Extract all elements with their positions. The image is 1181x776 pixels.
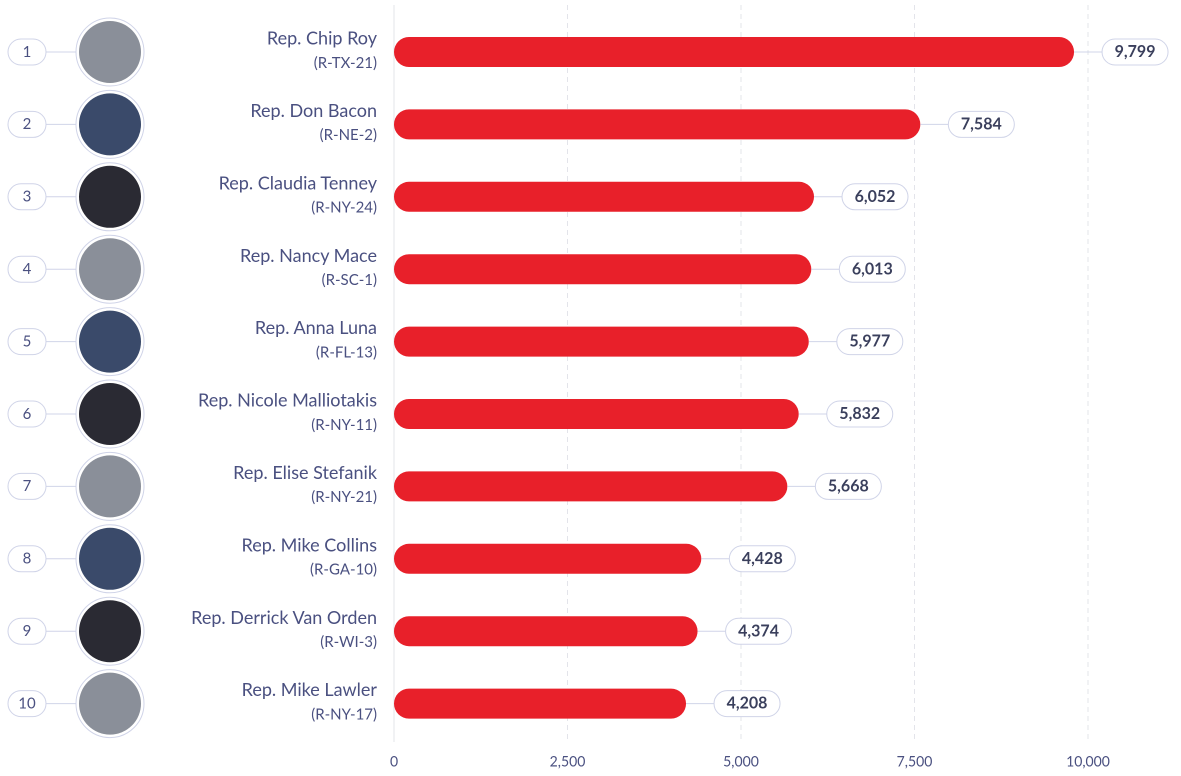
name: Rep. Mike Lawler [242,678,378,700]
rank: 4 [23,260,32,278]
district: (R-FL-13) [316,343,377,361]
district: (R-NE-2) [320,126,377,144]
district: (R-TX-21) [314,54,377,72]
district: (R-GA-10) [310,561,377,579]
value-label: 7,584 [961,115,1002,134]
value-label: 5,668 [828,477,869,496]
value-label: 6,052 [855,187,896,206]
rank: 1 [23,43,32,61]
bar [394,544,701,574]
photo-image [79,455,141,517]
x-tick-label: 7,500 [897,753,933,770]
bar [394,471,787,501]
name: Rep. Nancy Mace [240,244,377,266]
name: Rep. Nicole Malliotakis [198,389,377,411]
bar [394,182,814,212]
rank: 9 [23,622,32,640]
name: Rep. Claudia Tenney [219,171,378,193]
bar [394,254,811,284]
value-label: 4,428 [742,549,783,568]
value-label: 4,374 [738,621,779,640]
value-label: 4,208 [727,694,768,713]
photo-image [79,600,141,662]
x-tick-label: 5,000 [723,753,759,770]
bar [394,327,809,357]
name: Rep. Derrick Van Orden [191,606,377,628]
value-label: 9,799 [1115,42,1156,61]
value-label: 5,832 [839,404,880,423]
bar [394,109,920,139]
bar [394,37,1074,67]
district: (R-WI-3) [320,633,377,651]
district: (R-NY-21) [311,488,377,506]
chart: 0 2,500 5,000 7,500 10,000 1 Rep. Chip Roy (R-T… [0,0,1181,776]
photo-image [79,673,141,735]
district: (R-SC-1) [322,271,377,289]
bar [394,399,799,429]
photo-image [79,311,141,373]
name: Rep. Chip Roy [267,27,378,49]
name: Rep. Mike Collins [242,533,378,555]
bar [394,689,686,719]
district: (R-NY-11) [311,416,377,434]
value-label: 5,977 [849,332,890,351]
value-label: 6,013 [852,259,893,278]
x-tick-label: 10,000 [1066,753,1110,770]
rank: 2 [23,115,32,133]
rank: 7 [23,477,32,495]
rank: 5 [23,332,32,350]
bar [394,616,698,646]
photo-image [79,166,141,228]
rank: 8 [23,550,32,568]
photo-image [79,383,141,445]
rank: 10 [18,694,36,712]
name: Rep. Anna Luna [255,316,377,338]
photo-image [79,21,141,83]
rank: 3 [23,188,32,206]
name: Rep. Don Bacon [250,99,377,121]
photo-image [79,238,141,300]
district: (R-NY-24) [311,199,377,217]
photo-image [79,93,141,155]
photo-image [79,528,141,590]
name: Rep. Elise Stefanik [233,461,378,483]
x-tick-label: 0 [390,753,398,770]
x-tick-label: 2,500 [550,753,586,770]
district: (R-NY-17) [311,705,377,723]
rank: 6 [23,405,32,423]
